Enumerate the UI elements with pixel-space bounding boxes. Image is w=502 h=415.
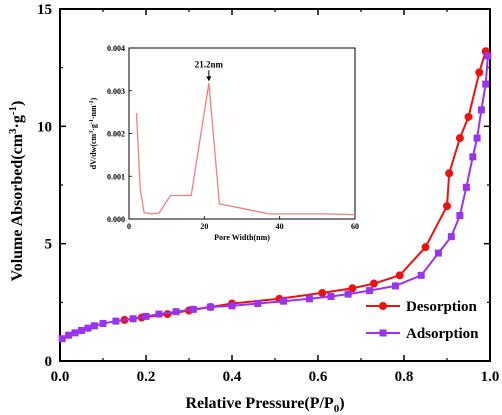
- inset-y-tick-label: 0.000: [107, 215, 125, 224]
- adsorption-point: [172, 308, 180, 316]
- x-tick-label: 1.0: [481, 369, 500, 385]
- inset-x-tick-label: 40: [276, 222, 284, 231]
- adsorption-point: [280, 297, 288, 305]
- desorption-point: [455, 134, 464, 143]
- adsorption-point: [112, 317, 120, 325]
- legend-marker: [379, 302, 387, 310]
- legend: Desorption Adsorption: [366, 299, 479, 342]
- adsorption-point: [129, 315, 137, 323]
- y-tick-label: 15: [37, 2, 52, 18]
- main-plot: 0.0 0.2 0.4 0.6 0.8 1.0 0 5 10 15 Relative Pressur…: [7, 2, 499, 415]
- desorption-point: [395, 271, 404, 280]
- x-tick-label: 0.4: [223, 369, 242, 385]
- adsorption-point: [142, 312, 150, 320]
- adsorption-point: [462, 183, 470, 191]
- inset-plot: 0 20 40 60 0.000 0.001 0.002 0.003 0.004 Pore Wid…: [89, 44, 359, 242]
- legend-label: Adsorption: [406, 326, 479, 342]
- adsorption-point: [469, 153, 477, 161]
- desorption-point: [421, 243, 430, 252]
- adsorption-point: [90, 322, 98, 330]
- legend-marker: [379, 329, 387, 337]
- adsorption-point: [482, 80, 490, 88]
- pore-distribution-line: [135, 82, 356, 216]
- y-axis-title: Volume Absorbed(cm3·g-1): [7, 101, 26, 282]
- inset-x-axis-title: Pore Width(nm): [214, 233, 270, 242]
- inset-x-tick-label: 60: [351, 222, 359, 231]
- adsorption-point: [447, 233, 455, 241]
- adsorption-point: [58, 335, 66, 343]
- x-tick-label: 0.2: [137, 369, 156, 385]
- desorption-point: [348, 284, 357, 293]
- adsorption-point: [254, 300, 262, 308]
- adsorption-point: [366, 287, 374, 295]
- desorption-point: [369, 279, 378, 288]
- x-tick-label: 0.8: [395, 369, 414, 385]
- inset-x-tick-label: 0: [127, 222, 131, 231]
- desorption-point: [464, 112, 473, 121]
- adsorption-point: [189, 305, 197, 313]
- inset-x-tick-label: 20: [200, 222, 208, 231]
- x-axis-title: Relative Pressure(P/P0): [185, 395, 344, 415]
- inset-y-tick-label: 0.002: [107, 130, 125, 139]
- adsorption-point: [473, 134, 481, 142]
- peak-annotation-arrowhead: [206, 76, 212, 82]
- adsorption-point: [228, 302, 236, 310]
- inset-y-tick-label: 0.004: [107, 44, 125, 53]
- peak-annotation-label: 21.2nm: [195, 59, 224, 69]
- adsorption-point: [78, 326, 85, 334]
- legend-label: Desorption: [406, 299, 477, 315]
- inset-frame: [128, 47, 356, 220]
- x-tick-label: 0.0: [51, 369, 70, 385]
- desorption-point: [445, 169, 454, 178]
- adsorption-point: [391, 282, 399, 290]
- adsorption-point: [305, 295, 313, 303]
- inset-y-axis-title: dV/dw(cm3·g-1·nm-1): [89, 97, 98, 169]
- adsorption-point: [484, 52, 492, 60]
- y-tick-label: 10: [37, 119, 52, 135]
- adsorption-point: [84, 324, 92, 332]
- inset-y-tick-label: 0.003: [107, 87, 125, 96]
- desorption-point: [475, 68, 484, 77]
- adsorption-point: [99, 319, 107, 327]
- adsorption-point: [65, 331, 73, 339]
- adsorption-point: [155, 310, 163, 318]
- adsorption-point: [71, 329, 79, 337]
- adsorption-point: [434, 249, 442, 257]
- adsorption-point: [327, 292, 335, 300]
- desorption-point: [443, 202, 451, 211]
- y-tick-label: 5: [45, 237, 53, 253]
- adsorption-point: [417, 271, 425, 279]
- adsorption-point: [344, 290, 352, 298]
- inset-y-tick-label: 0.001: [107, 172, 125, 181]
- x-tick-label: 0.6: [309, 369, 328, 385]
- adsorption-point: [207, 303, 214, 311]
- y-tick-label: 0: [45, 354, 53, 370]
- adsorption-point: [456, 212, 464, 220]
- desorption-point: [318, 288, 327, 297]
- adsorption-point: [477, 106, 485, 114]
